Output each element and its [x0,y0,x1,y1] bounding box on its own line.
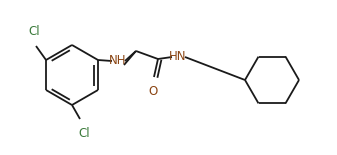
Text: HN: HN [169,51,187,64]
Text: O: O [148,85,158,98]
Text: Cl: Cl [28,25,40,38]
Text: Cl: Cl [78,127,90,140]
Text: NH: NH [109,55,127,67]
